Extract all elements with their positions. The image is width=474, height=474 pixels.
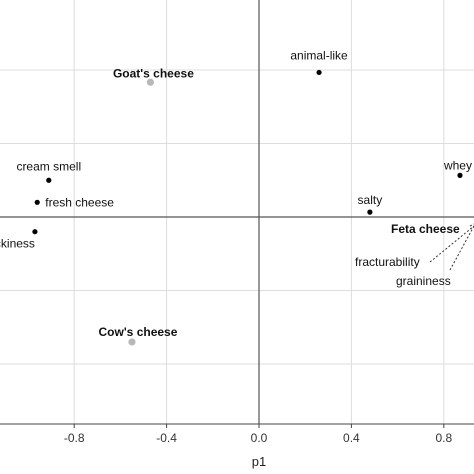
plot-background xyxy=(0,0,474,424)
attribute-point xyxy=(32,229,38,235)
x-tick-label: 0.8 xyxy=(435,431,452,445)
attribute-label: graininess xyxy=(396,274,451,288)
label-connector xyxy=(449,225,474,271)
product-point xyxy=(128,338,136,346)
x-axis-title: p1 xyxy=(252,454,266,469)
x-tick-label: -0.4 xyxy=(156,431,177,445)
label-connector xyxy=(469,223,474,227)
attribute-point xyxy=(34,199,40,205)
attribute-point xyxy=(46,177,52,183)
label-connectors xyxy=(429,223,474,271)
product-label: Goat's cheese xyxy=(113,66,194,80)
point-labels: animal-like whey salty cream smell fresh che… xyxy=(0,48,472,339)
attribute-label: stickiness xyxy=(0,237,35,251)
product-point xyxy=(146,78,155,86)
x-tick-label: -0.8 xyxy=(64,431,85,445)
label-connector xyxy=(429,225,474,263)
attribute-label: cream smell xyxy=(16,159,81,173)
product-label: Feta cheese xyxy=(391,222,460,236)
attribute-label: whey xyxy=(443,158,472,172)
attribute-point xyxy=(457,172,463,178)
x-tick-label: 0.4 xyxy=(343,431,360,445)
attribute-label: salty xyxy=(358,193,383,207)
zero-axes xyxy=(0,0,474,424)
x-tick-label: 0.0 xyxy=(251,431,268,445)
attribute-label: fracturability xyxy=(355,255,420,269)
attribute-point xyxy=(316,69,322,76)
data-points xyxy=(32,69,463,346)
attribute-label: fresh cheese xyxy=(45,195,114,209)
product-label: Cow's cheese xyxy=(99,325,178,339)
x-axis-ticks: -0.8 -0.4 0.0 0.4 0.8 xyxy=(64,424,452,445)
grid xyxy=(0,0,474,424)
attribute-label: animal-like xyxy=(290,48,348,62)
attribute-point xyxy=(367,209,373,215)
